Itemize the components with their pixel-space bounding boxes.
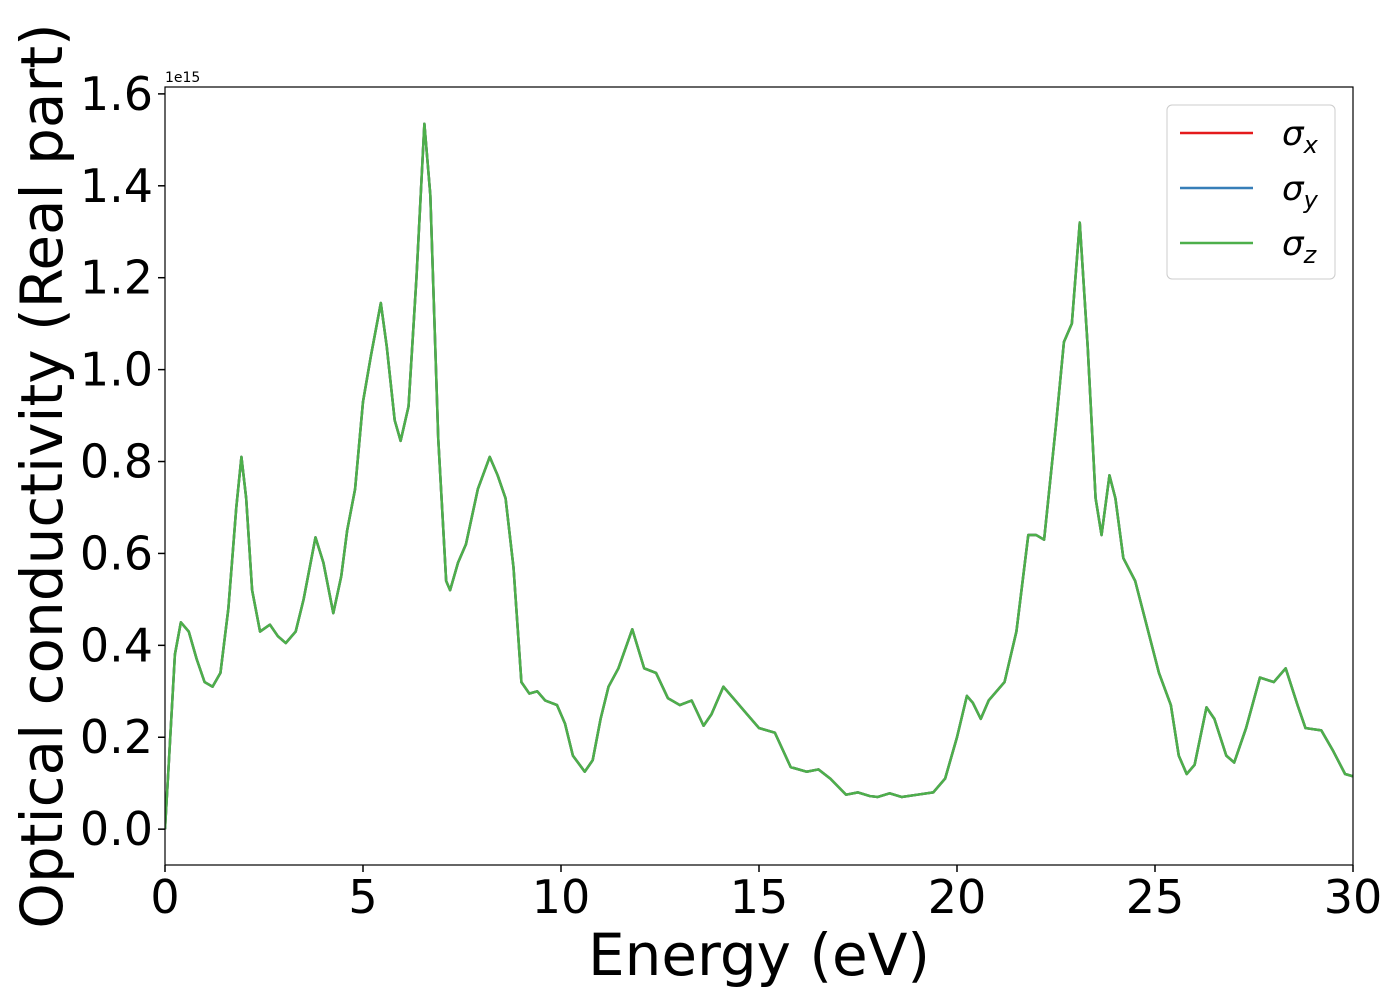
y-tick-label: 1.2 [80,251,153,305]
x-tick-label: 10 [532,870,591,924]
y-tick-label: 0.4 [80,618,153,672]
x-tick-label: 30 [1324,870,1383,924]
y-offset-text: 1e15 [165,70,200,86]
legend-label: σz [1282,224,1318,269]
legend-label: σy [1282,169,1319,214]
y-tick-label: 1.0 [80,343,153,397]
y-tick-label: 0.8 [80,435,153,489]
x-tick-label: 25 [1126,870,1185,924]
y-tick-label: 0.0 [80,802,153,856]
y-tick-label: 0.6 [80,526,153,580]
series-line [165,122,1353,830]
x-tick-label: 0 [150,870,179,924]
x-axis-label: Energy (eV) [588,921,930,989]
y-tick-label: 1.4 [80,159,153,213]
legend-box [1166,104,1336,280]
y-tick-label: 0.2 [80,710,153,764]
y-axis-label: Optical conductivity (Real part) [8,23,76,928]
legend-label: σx [1282,114,1319,159]
x-tick-label: 5 [348,870,377,924]
x-tick-label: 20 [928,870,987,924]
y-tick-label: 1.6 [80,67,153,121]
plot-frame [164,86,1354,866]
x-tick-label: 15 [730,870,789,924]
